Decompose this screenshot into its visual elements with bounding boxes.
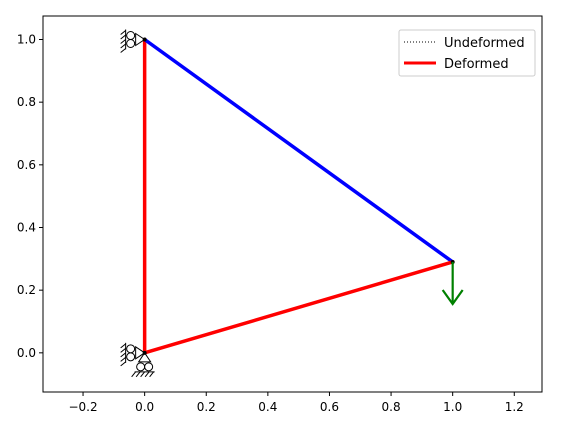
support-node-2-hatch-3	[120, 39, 126, 44]
support-node-2-roller-bottom	[126, 39, 136, 48]
members-layer	[142, 37, 455, 355]
legend: Undeformed Deformed	[398, 29, 536, 77]
x-tick-label-7: 1.2	[505, 400, 524, 414]
support-node-2-hatch-4	[120, 43, 126, 49]
support-node-1-horizontal-hatch-3	[120, 352, 126, 358]
support-node-1-vertical-hatch-4	[144, 371, 150, 378]
y-tick-label-0: 0.0	[17, 346, 36, 360]
support-node-1-horizontal-hatch-1	[120, 343, 126, 349]
support-node-2-node	[142, 37, 147, 42]
y-tick-label-1: 0.2	[17, 283, 36, 297]
support-node-1-vertical-hatch-5	[149, 371, 155, 378]
x-tick-label-4: 0.6	[320, 400, 339, 414]
support-node-1-horizontal-node	[142, 350, 147, 355]
deformed-member-3	[142, 260, 455, 355]
ticks-layer: −0.2 0.0 0.2 0.4 0.6 0.8 1.0 1.2 0.0 0.2 0.4 0.6 0.8…	[17, 33, 524, 415]
y-tick-label-5: 1.0	[17, 33, 36, 47]
support-node-1-vertical-hatch-2	[135, 371, 141, 378]
support-node-1-vertical-hatch-1	[131, 371, 137, 378]
support-node-2-hatch-1	[120, 30, 126, 35]
support-node-1-horizontal-hatch-5	[120, 361, 126, 367]
support-node-2-roller-top	[126, 31, 136, 40]
load-arrow-head	[441, 289, 464, 306]
support-node-1-horizontal-triangle	[135, 345, 146, 360]
support-node-1-horizontal-hatch-2	[120, 347, 126, 353]
y-tick-label-2: 0.4	[17, 221, 36, 235]
plot-area	[43, 16, 542, 392]
x-tick-label-1: 0.0	[135, 400, 154, 414]
supports-layer	[120, 29, 455, 378]
support-node-2-hatch-2	[120, 34, 126, 40]
support-node-1-vertical-triangle	[137, 351, 152, 363]
support-node-1-horizontal	[120, 342, 147, 367]
support-node-1-horizontal-hatch-4	[120, 356, 126, 362]
support-node-2-triangle	[135, 32, 146, 47]
x-tick-label-2: 0.2	[197, 400, 216, 414]
deformed-member-2	[142, 37, 455, 264]
x-tick-label-3: 0.4	[258, 400, 277, 414]
axes-frame	[42, 15, 543, 393]
x-tick-label-0: −0.2	[68, 400, 97, 414]
support-node-1-vertical-roller-left	[136, 362, 146, 372]
loads-layer	[441, 261, 464, 306]
support-node-1-vertical	[131, 351, 155, 378]
support-node-1-horizontal-roller-top	[126, 344, 136, 354]
x-tick-label-6: 1.0	[443, 400, 462, 414]
support-node-1-vertical-hatch-3	[140, 371, 146, 378]
support-node-2	[120, 29, 147, 53]
y-tick-label-4: 0.8	[17, 95, 36, 109]
y-tick-label-3: 0.6	[17, 158, 36, 172]
x-tick-label-5: 0.8	[382, 400, 401, 414]
load-arrow-1	[441, 261, 464, 306]
support-node-1-horizontal-roller-bottom	[126, 352, 136, 362]
support-node-2-hatch-5	[120, 48, 126, 53]
legend-label-undeformed: Undeformed	[444, 36, 525, 51]
legend-label-deformed: Deformed	[444, 57, 509, 72]
support-node-1-vertical-roller-right	[144, 362, 154, 372]
